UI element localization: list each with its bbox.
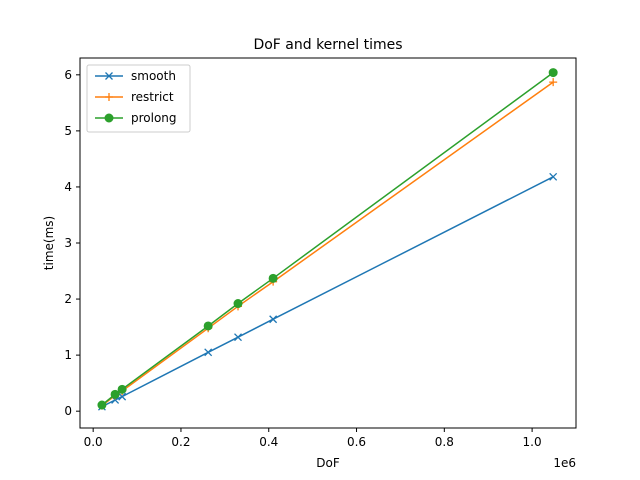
legend: smooth restrict prolong	[86, 64, 191, 133]
data-point-smooth	[234, 333, 242, 342]
data-point-prolong	[110, 389, 120, 399]
data-point-prolong	[268, 273, 278, 283]
data-point-prolong	[97, 400, 107, 410]
x-tick-label: 0.4	[259, 435, 278, 449]
series-prolong	[97, 68, 558, 410]
x-ticks: 0.0 0.2 0.4 0.6 0.8 1.0	[84, 428, 542, 449]
legend-label-restrict: restrict	[131, 90, 174, 104]
legend-label-smooth: smooth	[131, 69, 176, 83]
y-tick-label: 1	[64, 348, 72, 362]
data-point-prolong	[117, 384, 127, 394]
x-tick-label: 0.8	[435, 435, 454, 449]
data-point-prolong	[548, 68, 558, 78]
legend-frame	[86, 64, 191, 133]
y-tick-label: 0	[64, 404, 72, 418]
x-tick-label: 1.0	[523, 435, 542, 449]
x-offset-label: 1e6	[553, 456, 576, 470]
legend-marker-restrict	[105, 93, 113, 101]
data-point-smooth	[549, 172, 558, 181]
y-tick-label: 6	[64, 68, 72, 82]
y-tick-label: 5	[64, 124, 72, 138]
legend-marker-smooth	[105, 72, 113, 80]
y-tick-label: 2	[64, 292, 72, 306]
data-point-smooth	[118, 392, 127, 401]
data-point-smooth	[269, 315, 278, 324]
data-point-smooth	[204, 348, 213, 357]
y-tick-label: 3	[64, 236, 72, 250]
x-tick-label: 0.0	[84, 435, 103, 449]
series-layer	[97, 68, 558, 411]
data-point-prolong	[203, 321, 213, 331]
data-point-restrict	[549, 78, 558, 87]
data-point-prolong	[233, 299, 243, 309]
x-tick-label: 0.6	[347, 435, 366, 449]
x-axis-label: DoF	[316, 456, 340, 470]
y-tick-label: 4	[64, 180, 72, 194]
y-ticks: 0 1 2 3 4 5 6	[64, 68, 80, 418]
chart-title: DoF and kernel times	[253, 37, 402, 53]
legend-label-prolong: prolong	[131, 111, 177, 125]
legend-marker-prolong	[104, 113, 114, 123]
y-axis-label: time(ms)	[42, 216, 56, 270]
x-tick-label: 0.2	[171, 435, 190, 449]
series-smooth	[97, 172, 558, 411]
